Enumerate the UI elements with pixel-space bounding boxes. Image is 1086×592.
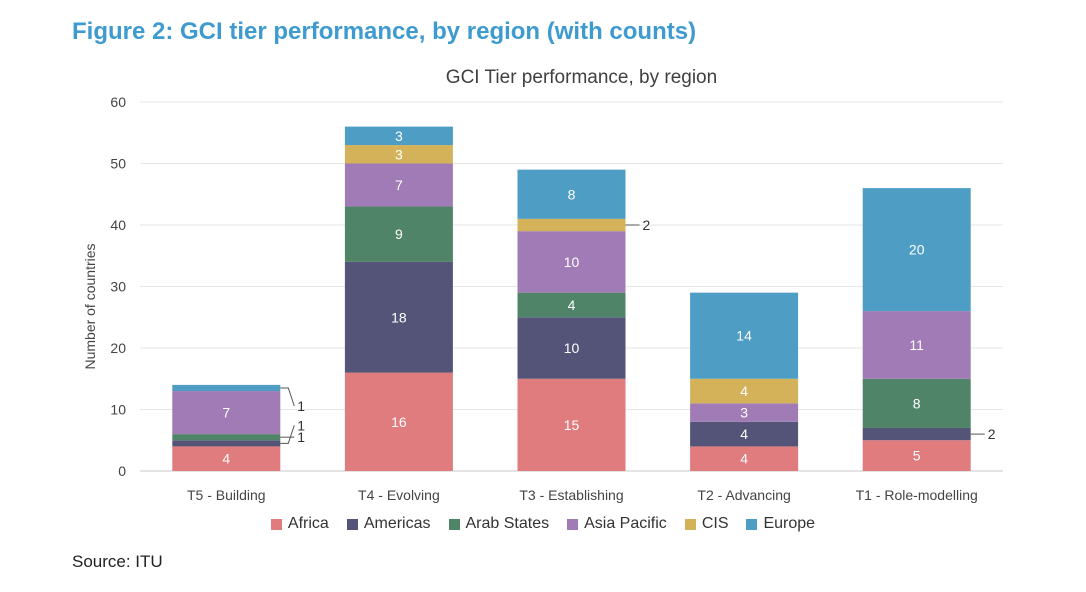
bar-segment-europe-2 xyxy=(517,169,626,219)
y-tick-label-0: 0 xyxy=(118,463,126,479)
bar-segment-africa-4 xyxy=(862,440,971,471)
callout-leader xyxy=(280,387,295,407)
callout-leader xyxy=(280,425,295,444)
legend-item-americas: Americas xyxy=(346,515,431,533)
legend-item-cis: CIS xyxy=(684,515,729,533)
legend-swatch xyxy=(270,518,282,530)
bar-segment-americas-0 xyxy=(172,440,281,447)
bar-segment-arab-states-1 xyxy=(344,206,453,262)
data-label: 8 xyxy=(568,186,576,202)
y-tick-label-20: 20 xyxy=(110,340,126,356)
bar-segment-asia-pacific-0 xyxy=(172,391,281,435)
legend-swatch xyxy=(448,518,460,530)
bar-segment-europe-3 xyxy=(690,292,799,379)
y-tick-label-60: 60 xyxy=(110,94,126,110)
data-label: 9 xyxy=(395,226,403,242)
legend-item-europe: Europe xyxy=(746,515,815,533)
legend-label: Europe xyxy=(763,515,816,532)
data-label: 20 xyxy=(909,242,925,258)
data-label: 11 xyxy=(909,337,924,353)
data-label: 8 xyxy=(913,395,921,411)
x-tick-label-2: T3 - Establishing xyxy=(519,487,623,503)
bar-segment-americas-1 xyxy=(344,261,453,373)
bar-segment-europe-0 xyxy=(172,384,281,392)
data-label: 10 xyxy=(564,254,580,270)
legend-item-africa: Africa xyxy=(270,515,329,533)
x-tick-label-0: T5 - Building xyxy=(187,487,266,503)
data-label-callout: 1 xyxy=(297,417,305,433)
x-tick-label-4: T1 - Role-modelling xyxy=(856,487,978,503)
y-tick-label-30: 30 xyxy=(110,279,126,295)
data-label: 10 xyxy=(564,340,580,356)
data-label: 3 xyxy=(740,405,748,421)
data-label: 15 xyxy=(564,417,580,433)
bar-segment-americas-4 xyxy=(862,427,971,441)
legend-item-asia-pacific: Asia Pacific xyxy=(567,515,667,533)
chart-legend: Africa Americas Arab States Asia Pacific CIS… xyxy=(0,515,1086,533)
bar-segment-europe-1 xyxy=(344,126,453,146)
data-label-callout: 2 xyxy=(988,426,996,442)
data-label: 16 xyxy=(391,414,407,430)
y-axis-label: Number of countries xyxy=(82,243,98,369)
data-label: 18 xyxy=(391,309,407,325)
data-label: 14 xyxy=(736,328,752,344)
bar-segment-africa-1 xyxy=(344,372,453,471)
data-label: 7 xyxy=(222,405,230,421)
data-label: 3 xyxy=(395,128,403,144)
data-label: 4 xyxy=(222,451,230,467)
bar-segment-americas-3 xyxy=(690,421,799,447)
legend-label: Americas xyxy=(363,515,431,532)
legend-item-arab-states: Arab States xyxy=(448,515,550,533)
data-label: 3 xyxy=(395,146,403,162)
legend-swatch xyxy=(684,518,696,530)
bar-segment-africa-0 xyxy=(172,446,281,471)
bar-segment-asia-pacific-1 xyxy=(344,163,453,207)
y-tick-label-10: 10 xyxy=(110,402,126,418)
legend-label: Arab States xyxy=(465,515,550,532)
bar-segment-arab-states-4 xyxy=(862,378,971,428)
source-note: Source: ITU xyxy=(72,552,163,571)
data-label-callout: 1 xyxy=(297,398,305,414)
data-label-callout: 1 xyxy=(297,429,305,445)
y-tick-label-50: 50 xyxy=(110,156,126,172)
legend-label: Africa xyxy=(287,515,329,532)
bar-segment-asia-pacific-3 xyxy=(690,403,799,422)
data-label: 4 xyxy=(740,451,748,467)
bar-segment-cis-3 xyxy=(690,378,799,404)
figure-title: Figure 2: GCI tier performance, by regio… xyxy=(72,18,697,45)
legend-swatch xyxy=(746,518,758,530)
bar-segment-cis-2 xyxy=(517,218,626,232)
legend-swatch xyxy=(567,518,579,530)
chart-title: GCI Tier performance, by region xyxy=(446,67,717,88)
bar-segment-asia-pacific-2 xyxy=(517,231,626,293)
data-label-callout: 2 xyxy=(643,217,651,233)
bar-segment-cis-1 xyxy=(344,145,453,164)
data-label: 7 xyxy=(395,177,403,193)
bar-segment-arab-states-2 xyxy=(517,292,626,318)
bar-segment-arab-states-0 xyxy=(172,434,281,441)
bar-segment-asia-pacific-4 xyxy=(862,311,971,379)
legend-label: Asia Pacific xyxy=(584,515,667,532)
data-label: 4 xyxy=(568,297,576,313)
bar-segment-americas-2 xyxy=(517,317,626,379)
y-tick-label-40: 40 xyxy=(110,217,126,233)
bar-segment-africa-2 xyxy=(517,378,626,471)
legend-label: CIS xyxy=(701,515,729,532)
bar-segment-africa-3 xyxy=(690,446,799,471)
data-label: 4 xyxy=(740,383,748,399)
x-tick-label-3: T2 - Advancing xyxy=(697,487,790,503)
x-tick-label-1: T4 - Evolving xyxy=(358,487,440,503)
legend-swatch xyxy=(346,518,358,530)
data-label: 4 xyxy=(740,426,748,442)
bar-segment-europe-4 xyxy=(862,188,971,312)
data-label: 5 xyxy=(913,448,921,464)
